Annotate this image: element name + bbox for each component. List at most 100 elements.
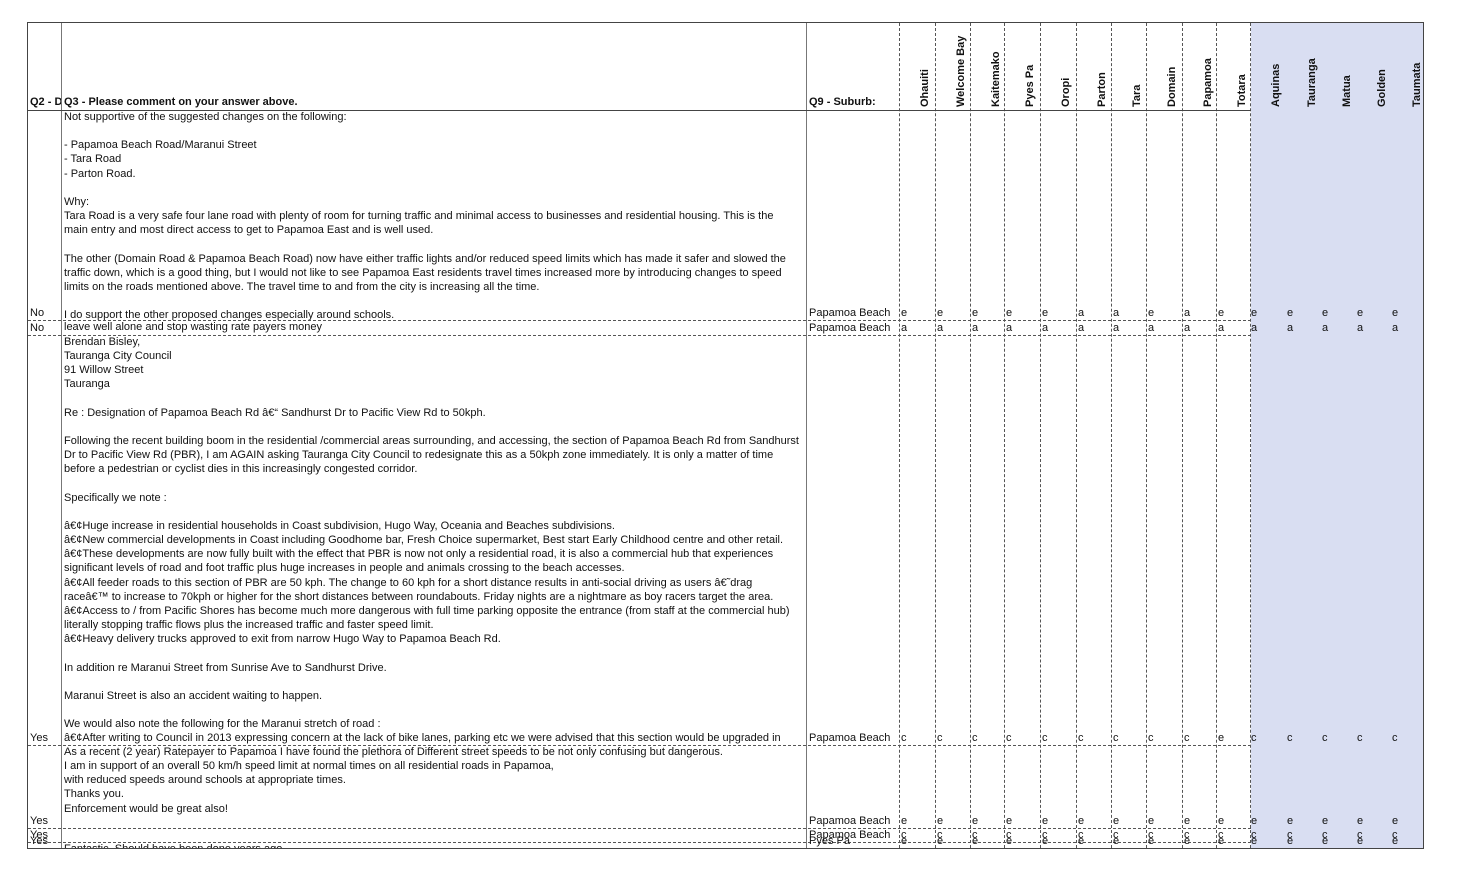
cell-area-code: e [1392, 307, 1399, 319]
cell-area-code: e [1148, 307, 1155, 319]
cell-area-code: e [1042, 835, 1049, 847]
cell-area-code: a [901, 322, 908, 334]
header-area-ohauiti: Ohauiti [919, 69, 931, 107]
comment-line [64, 646, 806, 660]
cell-area-code: c [1392, 732, 1398, 744]
cell-area-code: e [1218, 732, 1225, 744]
cell-area-code: a [1078, 322, 1085, 334]
survey-spreadsheet: Q2 - D Q3 - Please comment on your answe… [27, 22, 1424, 849]
cell-area-code: e [1006, 835, 1013, 847]
comment-line: Specifically we note : [64, 491, 167, 504]
comment-line: - Papamoa Beach Road/Maranui Street [64, 139, 257, 152]
column-divider [1111, 23, 1112, 848]
cell-area-code: c [1078, 829, 1084, 841]
cell-area-code: c [1078, 732, 1084, 744]
cell-area-code: c [1113, 732, 1119, 744]
cell-area-code: c [1357, 829, 1363, 841]
cell-area-code: e [1148, 835, 1155, 847]
cell-q3-comment: leave well alone and stop wasting rate p… [64, 320, 806, 335]
header-area-welcome-bay: Welcome Bay [955, 35, 967, 107]
cell-area-code: c [1184, 732, 1190, 744]
column-divider [1040, 23, 1041, 848]
comment-line: â€¢Heavy delivery trucks approved to exi… [64, 633, 501, 646]
cell-area-code: c [1184, 829, 1190, 841]
cell-area-code: e [1287, 815, 1294, 827]
row-divider [28, 335, 1251, 336]
comment-line [64, 828, 806, 842]
cell-q3-comment [64, 828, 806, 842]
comment-line [64, 237, 806, 251]
cell-area-code: e [972, 307, 979, 319]
cell-area-code: c [1148, 732, 1154, 744]
cell-area-code: e [1322, 307, 1329, 319]
cell-area-code: e [1357, 835, 1364, 847]
cell-q2: Yes [30, 815, 48, 827]
comment-line: Thanks you. [64, 788, 124, 801]
cell-area-code: e [901, 815, 908, 827]
row-divider [28, 320, 1251, 321]
cell-area-code: e [1251, 815, 1258, 827]
header-area-tauranga: Tauranga [1306, 58, 1318, 107]
column-divider [1076, 23, 1077, 848]
comment-line: main entry and most direct access to get… [64, 224, 434, 237]
comment-line: traffic down, which is a good thing, but… [64, 266, 782, 279]
cell-area-code: c [901, 732, 907, 744]
cell-area-code: e [1322, 835, 1329, 847]
comment-line: I am in support of an overall 50 km/h sp… [64, 760, 554, 773]
header-area-golden: Golden [1376, 69, 1388, 107]
cell-q3-comment: Brendan Bisley, Tauranga City Council 91 W… [64, 335, 806, 745]
comment-line: We would also note the following for the… [64, 718, 381, 731]
column-divider [806, 23, 807, 848]
cell-q3-comment: As a recent (2 year) Ratepayer to Papamo… [64, 745, 806, 828]
cell-area-code: e [1287, 835, 1294, 847]
cell-area-code: e [972, 815, 979, 827]
cell-area-code: c [1006, 829, 1012, 841]
column-divider [61, 23, 62, 848]
cell-q2: Yes [30, 732, 48, 744]
comment-line: â€¢These developments are now fully buil… [64, 548, 774, 561]
comment-line: Maranui Street is also an accident waiti… [64, 689, 323, 702]
comment-line: literally stopping traffic flows plus th… [64, 619, 434, 632]
comment-line: â€¢Access to / from Pacific Shores has b… [64, 604, 790, 617]
cell-area-code: c [1357, 732, 1363, 744]
cell-area-code: c [1113, 829, 1119, 841]
comment-line: significant levels of road and foot traf… [64, 562, 625, 575]
column-divider [1146, 23, 1147, 848]
cell-area-code: c [1322, 732, 1328, 744]
cell-q2: No [30, 307, 45, 319]
column-divider [970, 23, 971, 848]
comment-line: Tara Road is a very safe four lane road … [64, 210, 774, 223]
header-q3: Q3 - Please comment on your answer above… [64, 96, 298, 108]
row-divider [28, 828, 1251, 829]
comment-line: Brendan Bisley, [64, 336, 141, 348]
header-area-matua: Matua [1341, 75, 1353, 107]
cell-area-code: e [1392, 815, 1399, 827]
cell-area-code: e [1218, 815, 1225, 827]
cell-area-code: e [1078, 835, 1085, 847]
cell-area-code: e [1218, 835, 1225, 847]
cell-q9-suburb: Pyes Pa [809, 835, 850, 847]
cell-area-code: c [1392, 829, 1398, 841]
comment-line: Dr to Pacific View Rd (PBR), I am AGAIN … [64, 449, 774, 462]
cell-area-code: e [1322, 815, 1329, 827]
column-divider [1004, 23, 1005, 848]
cell-area-code: a [1357, 322, 1364, 334]
comment-line: â€¢After writing to Council in 2013 expr… [64, 732, 781, 745]
header-area-totara: Totara [1236, 74, 1248, 107]
comment-line: limits on the roads mentioned above. The… [64, 280, 540, 293]
row-divider [28, 745, 1251, 746]
cell-q2: Yes [30, 835, 48, 847]
cell-area-code: e [937, 307, 944, 319]
cell-area-code: c [1322, 829, 1328, 841]
cell-area-code: e [1251, 307, 1258, 319]
cell-area-code: e [1042, 307, 1049, 319]
column-divider [1250, 23, 1251, 848]
header-area-taumata: Taumata [1411, 62, 1423, 107]
column-divider [899, 23, 900, 848]
cell-area-code: c [1042, 732, 1048, 744]
cell-area-code: a [1113, 307, 1120, 319]
cell-area-code: a [1184, 307, 1191, 319]
cell-area-code: e [1006, 815, 1013, 827]
comment-line: Not supportive of the suggested changes … [64, 111, 347, 123]
row-divider [28, 842, 1251, 843]
